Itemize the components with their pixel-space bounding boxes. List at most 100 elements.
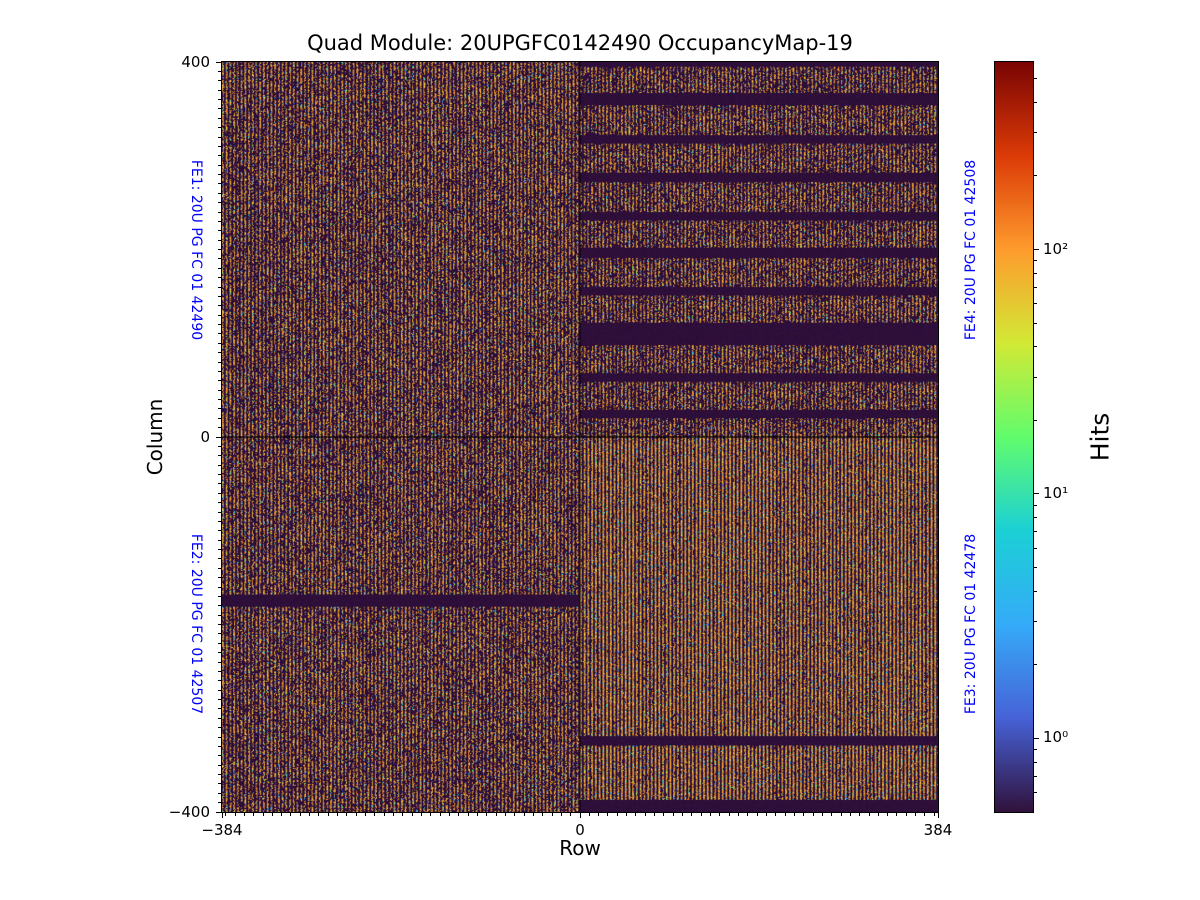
x-minor-tick — [225, 813, 227, 816]
x-minor-tick — [383, 813, 385, 816]
colorbar-minor-tick — [1034, 346, 1037, 348]
colorbar-minor-tick — [1034, 376, 1037, 378]
x-minor-tick — [607, 813, 609, 816]
x-minor-tick — [504, 813, 506, 816]
chip-label-fe2: FE2: 20U PG FC 01 42507 — [188, 533, 204, 715]
x-minor-tick — [309, 813, 311, 816]
colorbar-major-tick — [1034, 493, 1039, 495]
colorbar-tick-label: 10² — [1043, 239, 1069, 258]
x-minor-tick — [756, 813, 758, 816]
y-axis-label: Column — [143, 398, 167, 476]
x-minor-tick — [532, 813, 534, 816]
x-major-tick — [937, 813, 939, 818]
x-minor-tick — [337, 813, 339, 816]
x-minor-tick — [887, 813, 889, 816]
heatmap-canvas — [222, 62, 938, 812]
colorbar-major-tick — [1034, 249, 1039, 251]
x-minor-tick — [784, 813, 786, 816]
colorbar-minor-tick — [1034, 547, 1037, 549]
x-minor-tick — [896, 813, 898, 816]
x-minor-tick — [318, 813, 320, 816]
x-minor-tick — [365, 813, 367, 816]
colorbar-minor-tick — [1034, 132, 1037, 134]
x-minor-tick — [905, 813, 907, 816]
x-minor-tick — [793, 813, 795, 816]
colorbar-minor-tick — [1034, 504, 1037, 506]
x-minor-tick — [411, 813, 413, 816]
x-minor-tick — [849, 813, 851, 816]
x-minor-tick — [616, 813, 618, 816]
x-minor-tick — [663, 813, 665, 816]
x-minor-tick — [234, 813, 236, 816]
colorbar-minor-tick — [1034, 260, 1037, 262]
x-minor-tick — [495, 813, 497, 816]
heatmap-plot-area — [221, 61, 939, 813]
x-minor-tick — [253, 813, 255, 816]
colorbar-label: Hits — [1085, 412, 1115, 462]
x-minor-tick — [439, 813, 441, 816]
x-minor-tick — [915, 813, 917, 816]
x-minor-tick — [747, 813, 749, 816]
x-minor-tick — [635, 813, 637, 816]
colorbar-minor-tick — [1034, 175, 1037, 177]
x-minor-tick — [710, 813, 712, 816]
colorbar-minor-tick — [1034, 621, 1037, 623]
x-minor-tick — [803, 813, 805, 816]
colorbar-minor-tick — [1034, 272, 1037, 274]
colorbar-gradient — [995, 62, 1033, 812]
colorbar-tick-label: 10⁰ — [1043, 728, 1069, 747]
colorbar-major-tick — [1034, 737, 1039, 739]
x-minor-tick — [654, 813, 656, 816]
x-minor-tick — [262, 813, 264, 816]
y-tick-label: −400 — [168, 803, 210, 821]
x-minor-tick — [598, 813, 600, 816]
x-minor-tick — [728, 813, 730, 816]
x-minor-tick — [831, 813, 833, 816]
x-minor-tick — [299, 813, 301, 816]
x-minor-tick — [290, 813, 292, 816]
x-minor-tick — [859, 813, 861, 816]
y-tick-label: 400 — [181, 53, 210, 71]
x-minor-tick — [430, 813, 432, 816]
x-minor-tick — [775, 813, 777, 816]
x-minor-tick — [691, 813, 693, 816]
colorbar-minor-tick — [1034, 517, 1037, 519]
x-minor-tick — [682, 813, 684, 816]
x-minor-tick — [765, 813, 767, 816]
x-minor-tick — [514, 813, 516, 816]
x-minor-tick — [719, 813, 721, 816]
colorbar-minor-tick — [1034, 590, 1037, 592]
x-minor-tick — [448, 813, 450, 816]
x-minor-tick — [346, 813, 348, 816]
x-minor-tick — [877, 813, 879, 816]
x-minor-tick — [421, 813, 422, 816]
x-axis-label: Row — [559, 836, 601, 860]
colorbar-minor-tick — [1034, 792, 1037, 794]
x-minor-tick — [560, 813, 562, 816]
colorbar — [994, 61, 1034, 813]
x-minor-tick — [327, 813, 329, 816]
colorbar-minor-tick — [1034, 322, 1037, 324]
x-minor-tick — [821, 813, 823, 816]
colorbar-minor-tick — [1034, 78, 1037, 80]
x-minor-tick — [243, 813, 245, 816]
x-minor-tick — [672, 813, 674, 816]
x-minor-tick — [924, 813, 926, 816]
x-minor-tick — [542, 813, 544, 816]
colorbar-minor-tick — [1034, 567, 1037, 569]
x-minor-tick — [523, 813, 525, 816]
x-minor-tick — [458, 813, 460, 816]
x-minor-tick — [840, 813, 842, 816]
chip-label-fe3: FE3: 20U PG FC 01 42478 — [963, 533, 979, 715]
colorbar-tick-label: 10¹ — [1043, 483, 1069, 502]
x-minor-tick — [476, 813, 478, 816]
x-minor-tick — [281, 813, 283, 816]
x-major-tick — [579, 813, 581, 818]
x-minor-tick — [486, 813, 488, 816]
colorbar-minor-tick — [1034, 664, 1037, 666]
x-minor-tick — [402, 813, 404, 816]
x-minor-tick — [271, 813, 273, 816]
x-minor-tick — [374, 813, 376, 816]
x-major-tick — [221, 813, 223, 818]
